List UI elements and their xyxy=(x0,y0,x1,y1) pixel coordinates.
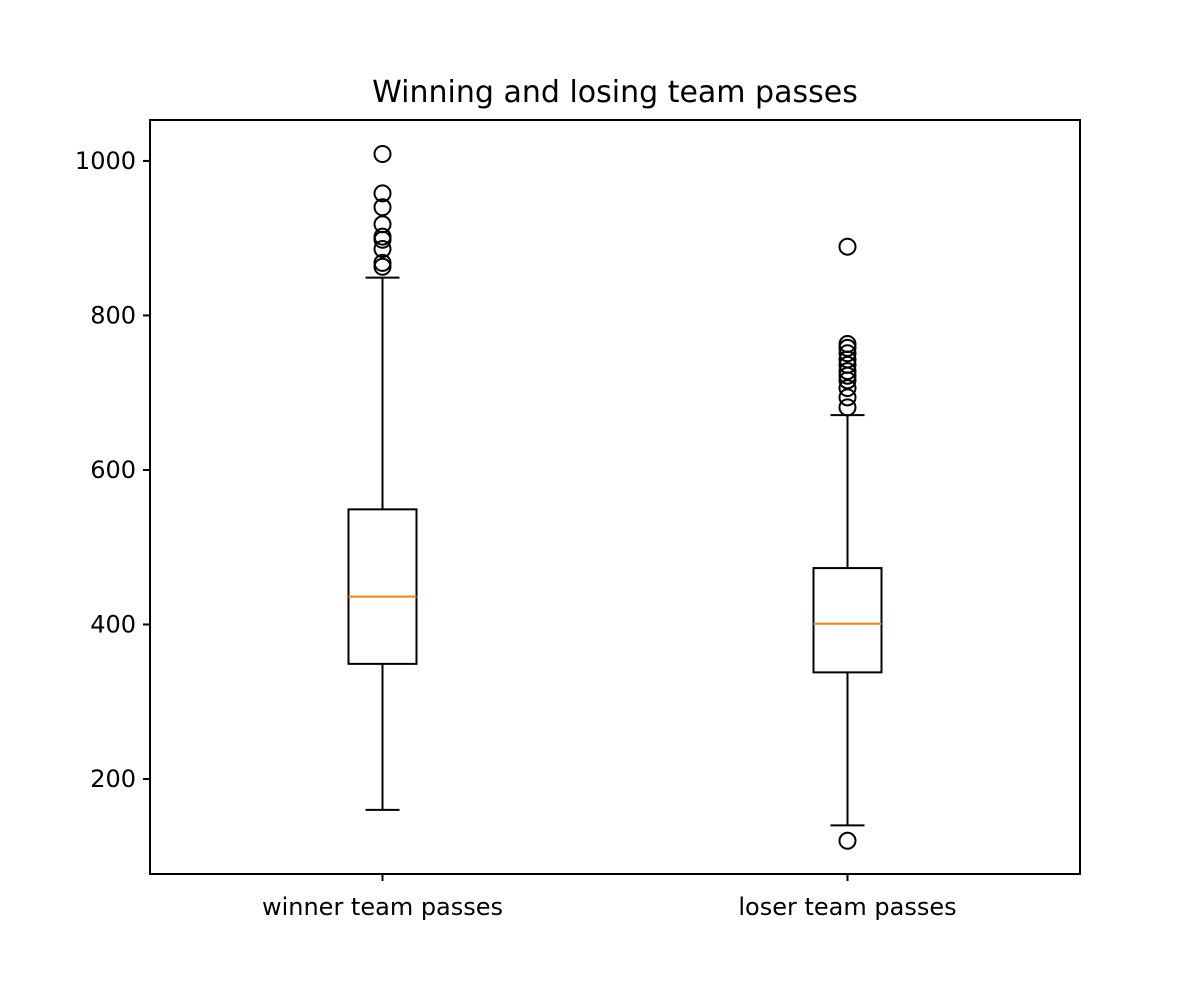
y-tick-label: 200 xyxy=(90,765,136,793)
box-group xyxy=(812,237,883,850)
box-group xyxy=(347,144,418,811)
y-tick-label: 400 xyxy=(90,610,136,638)
outlier-point xyxy=(838,398,857,417)
y-tick-label: 600 xyxy=(90,456,136,484)
outlier-point xyxy=(373,144,392,163)
y-tick-label: 800 xyxy=(90,301,136,329)
outlier-point xyxy=(373,198,392,217)
x-axis: winner team passes loser team passes xyxy=(262,874,957,921)
plot-frame xyxy=(149,119,1081,875)
outlier-point xyxy=(838,335,857,354)
chart-title: Winning and losing team passes xyxy=(372,75,858,110)
outlier-point xyxy=(838,362,857,381)
boxes-layer xyxy=(347,144,883,850)
outlier-point xyxy=(373,215,392,234)
outlier-point xyxy=(838,344,857,363)
outlier-point xyxy=(838,831,857,850)
iqr-box xyxy=(347,508,418,665)
x-tick-label: loser team passes xyxy=(738,893,956,921)
outlier-point xyxy=(373,253,392,272)
outlier-point xyxy=(373,257,392,276)
outlier-point xyxy=(838,237,857,256)
outlier-point xyxy=(373,240,392,259)
outlier-point xyxy=(373,184,392,203)
outlier-point xyxy=(373,227,392,246)
iqr-box xyxy=(812,567,883,674)
x-tick-label: winner team passes xyxy=(262,893,503,921)
y-tick-label: 1000 xyxy=(75,147,136,175)
y-axis: 200 400 600 800 1000 xyxy=(75,147,150,793)
outlier-point xyxy=(838,388,857,407)
